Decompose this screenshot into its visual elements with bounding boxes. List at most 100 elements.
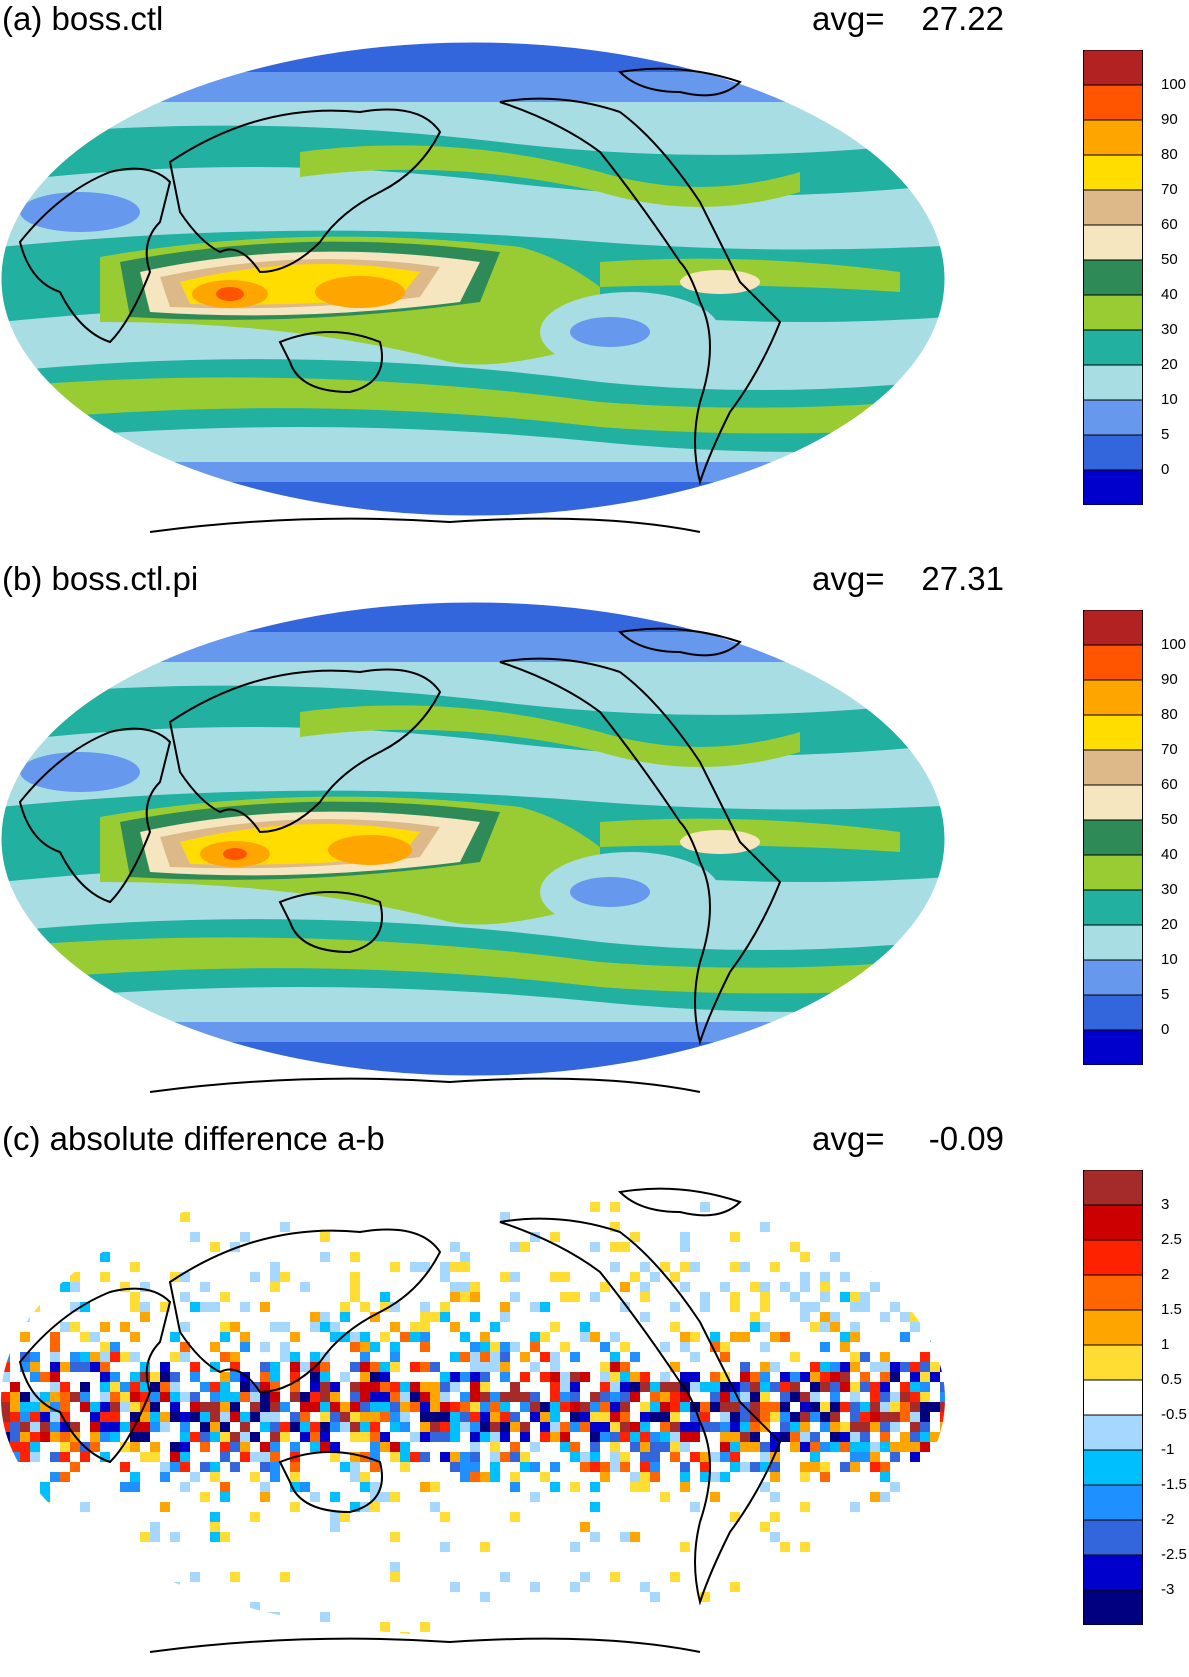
difference-cell xyxy=(120,1442,130,1452)
difference-cell xyxy=(10,1472,20,1482)
difference-cell xyxy=(360,1382,370,1392)
difference-cell xyxy=(910,1372,920,1382)
difference-cell xyxy=(610,1452,620,1462)
difference-cell xyxy=(670,1322,680,1332)
difference-cell xyxy=(680,1482,690,1492)
difference-cell xyxy=(730,1432,740,1442)
difference-cell xyxy=(830,1322,840,1332)
difference-cell xyxy=(140,1372,150,1382)
difference-cell xyxy=(150,1412,160,1422)
difference-cell xyxy=(890,1362,900,1372)
difference-cell xyxy=(420,1452,430,1462)
difference-cell xyxy=(480,1402,490,1412)
difference-cell xyxy=(70,1442,80,1452)
difference-cell xyxy=(440,1372,450,1382)
difference-cell xyxy=(150,1522,160,1532)
difference-cell xyxy=(750,1382,760,1392)
difference-cell xyxy=(860,1422,870,1432)
difference-cell xyxy=(660,1492,670,1502)
difference-cell xyxy=(100,1422,110,1432)
difference-cell xyxy=(600,1372,610,1382)
difference-cell xyxy=(680,1542,690,1552)
difference-cell xyxy=(760,1462,770,1472)
difference-cell xyxy=(760,1382,770,1392)
difference-cell xyxy=(270,1612,280,1622)
difference-cell xyxy=(620,1432,630,1442)
difference-cell xyxy=(540,1302,550,1312)
difference-cell xyxy=(390,1262,400,1272)
difference-cell xyxy=(840,1292,850,1302)
difference-cell xyxy=(360,1402,370,1412)
difference-cell xyxy=(920,1382,930,1392)
difference-cell xyxy=(830,1382,840,1392)
difference-cell xyxy=(220,1422,230,1432)
legend-swatch xyxy=(1083,154,1143,191)
difference-cell xyxy=(800,1282,810,1292)
difference-cell xyxy=(560,1292,570,1302)
difference-cell xyxy=(510,1272,520,1282)
difference-cell xyxy=(730,1442,740,1452)
difference-cell xyxy=(670,1572,680,1582)
difference-cell xyxy=(290,1372,300,1382)
difference-cell xyxy=(410,1262,420,1272)
difference-cell xyxy=(630,1232,640,1242)
difference-cell xyxy=(210,1532,220,1542)
difference-cell xyxy=(740,1392,750,1402)
difference-cell xyxy=(810,1452,820,1462)
difference-cell xyxy=(420,1322,430,1332)
difference-cell xyxy=(870,1392,880,1402)
difference-cell xyxy=(880,1392,890,1402)
difference-cell xyxy=(900,1332,910,1342)
difference-cell xyxy=(70,1352,80,1362)
difference-cell xyxy=(270,1422,280,1432)
difference-cell xyxy=(740,1462,750,1472)
difference-cell xyxy=(840,1342,850,1352)
difference-cell xyxy=(130,1482,140,1492)
difference-cell xyxy=(170,1382,180,1392)
difference-cell xyxy=(470,1342,480,1352)
difference-cell xyxy=(150,1372,160,1382)
difference-cell xyxy=(520,1402,530,1412)
difference-cell xyxy=(700,1382,710,1392)
difference-cell xyxy=(230,1412,240,1422)
difference-cell xyxy=(770,1462,780,1472)
difference-cell xyxy=(150,1422,160,1432)
difference-cell xyxy=(140,1302,150,1312)
difference-cell xyxy=(370,1402,380,1412)
difference-cell xyxy=(620,1422,630,1432)
difference-cell xyxy=(180,1352,190,1362)
difference-cell xyxy=(480,1432,490,1442)
difference-cell xyxy=(670,1382,680,1392)
difference-cell xyxy=(470,1432,480,1442)
difference-cell xyxy=(210,1472,220,1482)
difference-cell xyxy=(170,1532,180,1542)
difference-cell xyxy=(610,1422,620,1432)
difference-cell xyxy=(730,1232,740,1242)
difference-cell xyxy=(210,1432,220,1442)
difference-cell xyxy=(680,1392,690,1402)
difference-cell xyxy=(30,1572,40,1582)
difference-cell xyxy=(680,1462,690,1472)
difference-cell xyxy=(140,1392,150,1402)
difference-cell xyxy=(840,1382,850,1392)
difference-cell xyxy=(420,1302,430,1312)
difference-cell xyxy=(450,1382,460,1392)
difference-cell xyxy=(1,1372,10,1382)
difference-cell xyxy=(860,1352,870,1362)
difference-cell xyxy=(260,1302,270,1312)
difference-cell xyxy=(1,1442,10,1452)
legend-swatch xyxy=(1083,1204,1143,1241)
difference-cell xyxy=(920,1432,930,1442)
difference-cell xyxy=(240,1382,250,1392)
difference-cell xyxy=(820,1372,830,1382)
difference-cell xyxy=(840,1362,850,1372)
difference-cell xyxy=(180,1212,190,1222)
difference-cell xyxy=(890,1392,900,1402)
difference-cell xyxy=(720,1412,730,1422)
difference-cell xyxy=(500,1272,510,1282)
difference-cell xyxy=(220,1292,230,1302)
difference-cell xyxy=(270,1322,280,1332)
difference-cell xyxy=(290,1462,300,1472)
difference-cell xyxy=(480,1352,490,1362)
legend-tick-label: 30 xyxy=(1161,881,1178,898)
